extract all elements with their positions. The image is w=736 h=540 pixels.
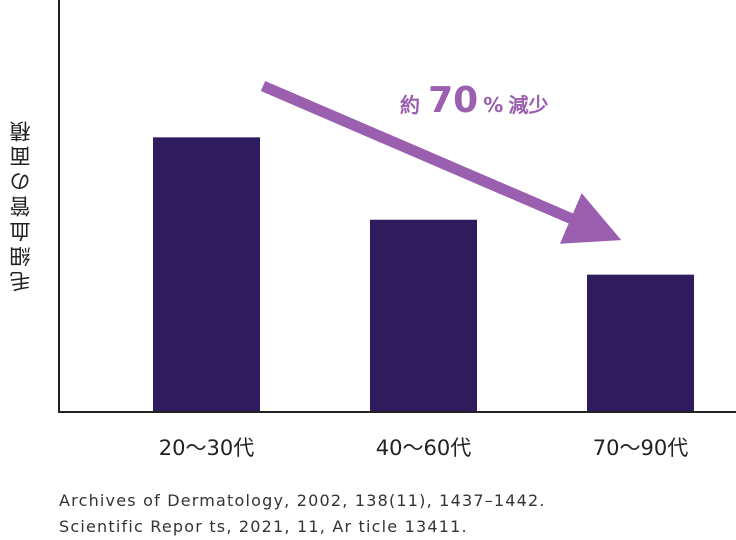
bar bbox=[370, 219, 477, 412]
annotation-label: 約 70 % 減少 bbox=[400, 80, 548, 121]
source-citation: Archives of Dermatology, 2002, 138(11), … bbox=[59, 491, 546, 510]
x-tick-label: 40〜60代 bbox=[376, 436, 471, 460]
bar-chart: 20〜30代 40〜60代 70〜90代 約 70 % 減少 bbox=[58, 0, 736, 460]
bars-group bbox=[153, 137, 694, 413]
source-citations: Archives of Dermatology, 2002, 138(11), … bbox=[59, 488, 546, 540]
source-citation: Scientific Repor ts, 2021, 11, Ar ticle … bbox=[59, 517, 468, 536]
x-tick-label: 70〜90代 bbox=[593, 436, 688, 460]
y-axis-label: 毛細血管の面積 bbox=[9, 117, 33, 293]
x-tick-labels: 20〜30代 40〜60代 70〜90代 bbox=[159, 436, 688, 460]
annotation-suffix: 減少 bbox=[508, 93, 548, 117]
annotation-percent: % bbox=[483, 93, 503, 117]
bar bbox=[153, 137, 260, 413]
bar bbox=[587, 274, 694, 412]
annotation-number: 70 bbox=[428, 80, 478, 121]
x-tick-label: 20〜30代 bbox=[159, 436, 254, 460]
annotation-prefix: 約 bbox=[400, 93, 420, 117]
decrease-arrow bbox=[260, 80, 622, 244]
